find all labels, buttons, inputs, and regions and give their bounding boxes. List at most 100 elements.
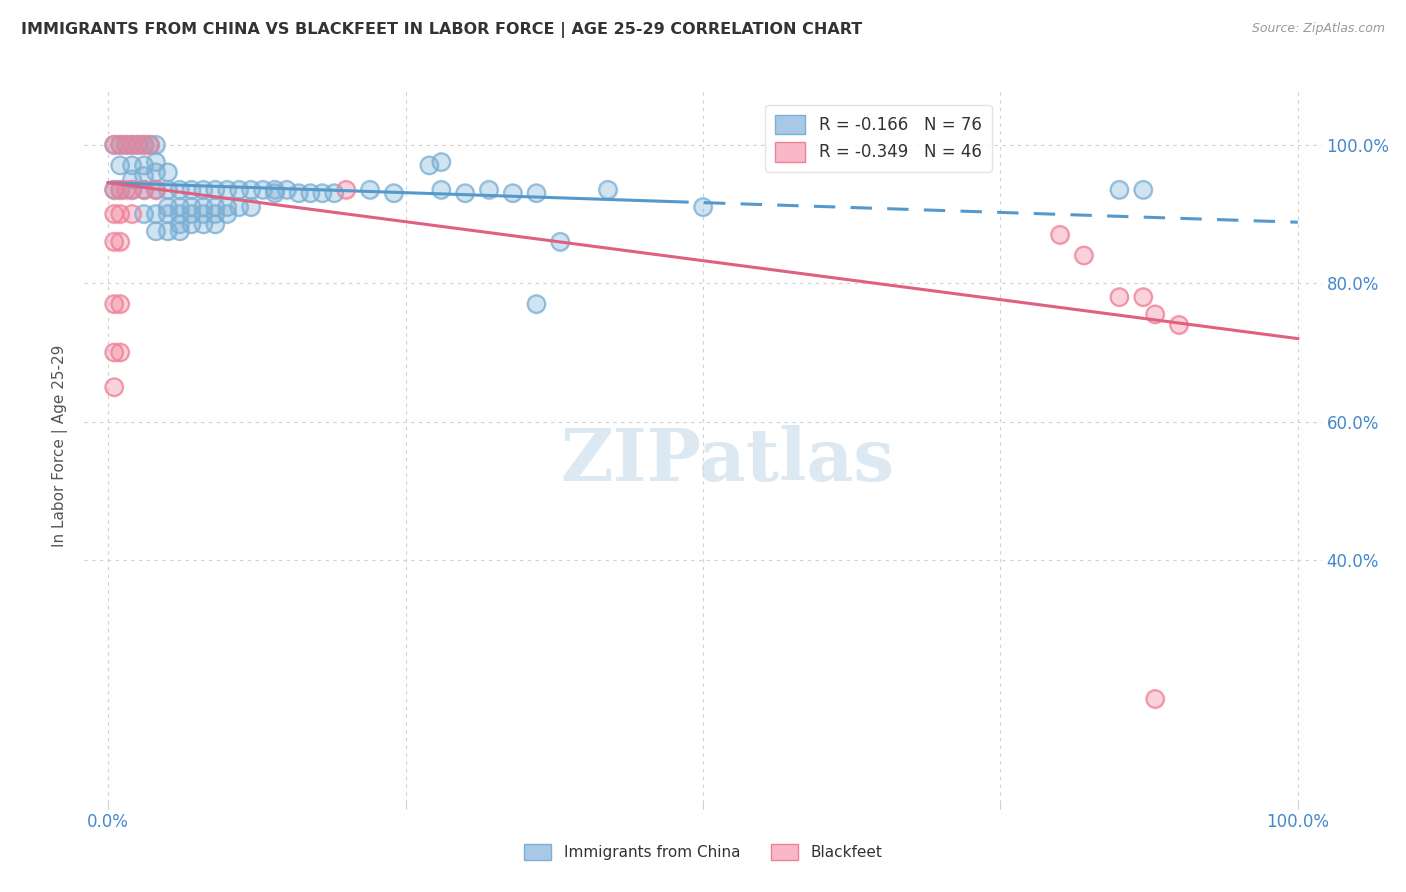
- Point: [193, 217, 215, 231]
- Point: [156, 200, 179, 214]
- Text: ZIPatlas: ZIPatlas: [561, 425, 894, 496]
- Point: [1167, 318, 1189, 332]
- Point: [263, 183, 285, 197]
- Point: [478, 183, 501, 197]
- Point: [103, 207, 125, 221]
- Point: [180, 200, 202, 214]
- Point: [115, 137, 138, 152]
- Point: [169, 200, 191, 214]
- Point: [145, 137, 167, 152]
- Point: [108, 158, 131, 172]
- Point: [169, 217, 191, 231]
- Point: [132, 137, 155, 152]
- Point: [204, 183, 226, 197]
- Point: [239, 200, 262, 214]
- Point: [526, 297, 548, 311]
- Point: [108, 137, 131, 152]
- Point: [145, 155, 167, 169]
- Point: [121, 183, 143, 197]
- Point: [204, 217, 226, 231]
- Point: [121, 207, 143, 221]
- Point: [139, 137, 162, 152]
- Point: [132, 169, 155, 183]
- Point: [115, 137, 138, 152]
- Point: [239, 183, 262, 197]
- Point: [217, 207, 239, 221]
- Point: [204, 207, 226, 221]
- Point: [132, 183, 155, 197]
- Point: [323, 186, 346, 201]
- Point: [108, 207, 131, 221]
- Point: [430, 183, 453, 197]
- Point: [252, 183, 274, 197]
- Point: [335, 183, 357, 197]
- Point: [103, 297, 125, 311]
- Point: [169, 207, 191, 221]
- Point: [103, 380, 125, 394]
- Point: [145, 183, 167, 197]
- Point: [217, 207, 239, 221]
- Point: [430, 155, 453, 169]
- Y-axis label: In Labor Force | Age 25-29: In Labor Force | Age 25-29: [52, 345, 69, 547]
- Point: [418, 158, 440, 172]
- Point: [115, 183, 138, 197]
- Point: [145, 155, 167, 169]
- Point: [132, 207, 155, 221]
- Point: [311, 186, 333, 201]
- Point: [108, 137, 131, 152]
- Point: [103, 345, 125, 359]
- Point: [145, 224, 167, 238]
- Point: [103, 137, 125, 152]
- Point: [1132, 183, 1154, 197]
- Point: [115, 137, 138, 152]
- Point: [127, 137, 149, 152]
- Point: [108, 297, 131, 311]
- Point: [287, 186, 309, 201]
- Point: [335, 183, 357, 197]
- Point: [121, 172, 143, 186]
- Point: [108, 297, 131, 311]
- Point: [145, 183, 167, 197]
- Point: [103, 380, 125, 394]
- Point: [526, 297, 548, 311]
- Point: [121, 172, 143, 186]
- Point: [239, 183, 262, 197]
- Point: [193, 207, 215, 221]
- Point: [103, 183, 125, 197]
- Point: [132, 137, 155, 152]
- Point: [1073, 248, 1095, 262]
- Point: [454, 186, 477, 201]
- Point: [156, 207, 179, 221]
- Point: [180, 207, 202, 221]
- Point: [1108, 290, 1130, 304]
- Point: [127, 137, 149, 152]
- Point: [263, 186, 285, 201]
- Text: Source: ZipAtlas.com: Source: ZipAtlas.com: [1251, 22, 1385, 36]
- Legend: Immigrants from China, Blackfeet: Immigrants from China, Blackfeet: [517, 838, 889, 866]
- Point: [169, 207, 191, 221]
- Point: [252, 183, 274, 197]
- Text: IMMIGRANTS FROM CHINA VS BLACKFEET IN LABOR FORCE | AGE 25-29 CORRELATION CHART: IMMIGRANTS FROM CHINA VS BLACKFEET IN LA…: [21, 22, 862, 38]
- Point: [145, 207, 167, 221]
- Point: [139, 137, 162, 152]
- Point: [108, 183, 131, 197]
- Point: [145, 207, 167, 221]
- Point: [193, 183, 215, 197]
- Point: [228, 200, 250, 214]
- Point: [204, 207, 226, 221]
- Point: [382, 186, 405, 201]
- Point: [228, 183, 250, 197]
- Point: [132, 158, 155, 172]
- Point: [115, 137, 138, 152]
- Point: [217, 183, 239, 197]
- Point: [204, 183, 226, 197]
- Point: [193, 183, 215, 197]
- Point: [263, 183, 285, 197]
- Point: [382, 186, 405, 201]
- Point: [1108, 183, 1130, 197]
- Point: [121, 137, 143, 152]
- Point: [156, 165, 179, 179]
- Point: [156, 183, 179, 197]
- Point: [596, 183, 619, 197]
- Point: [180, 183, 202, 197]
